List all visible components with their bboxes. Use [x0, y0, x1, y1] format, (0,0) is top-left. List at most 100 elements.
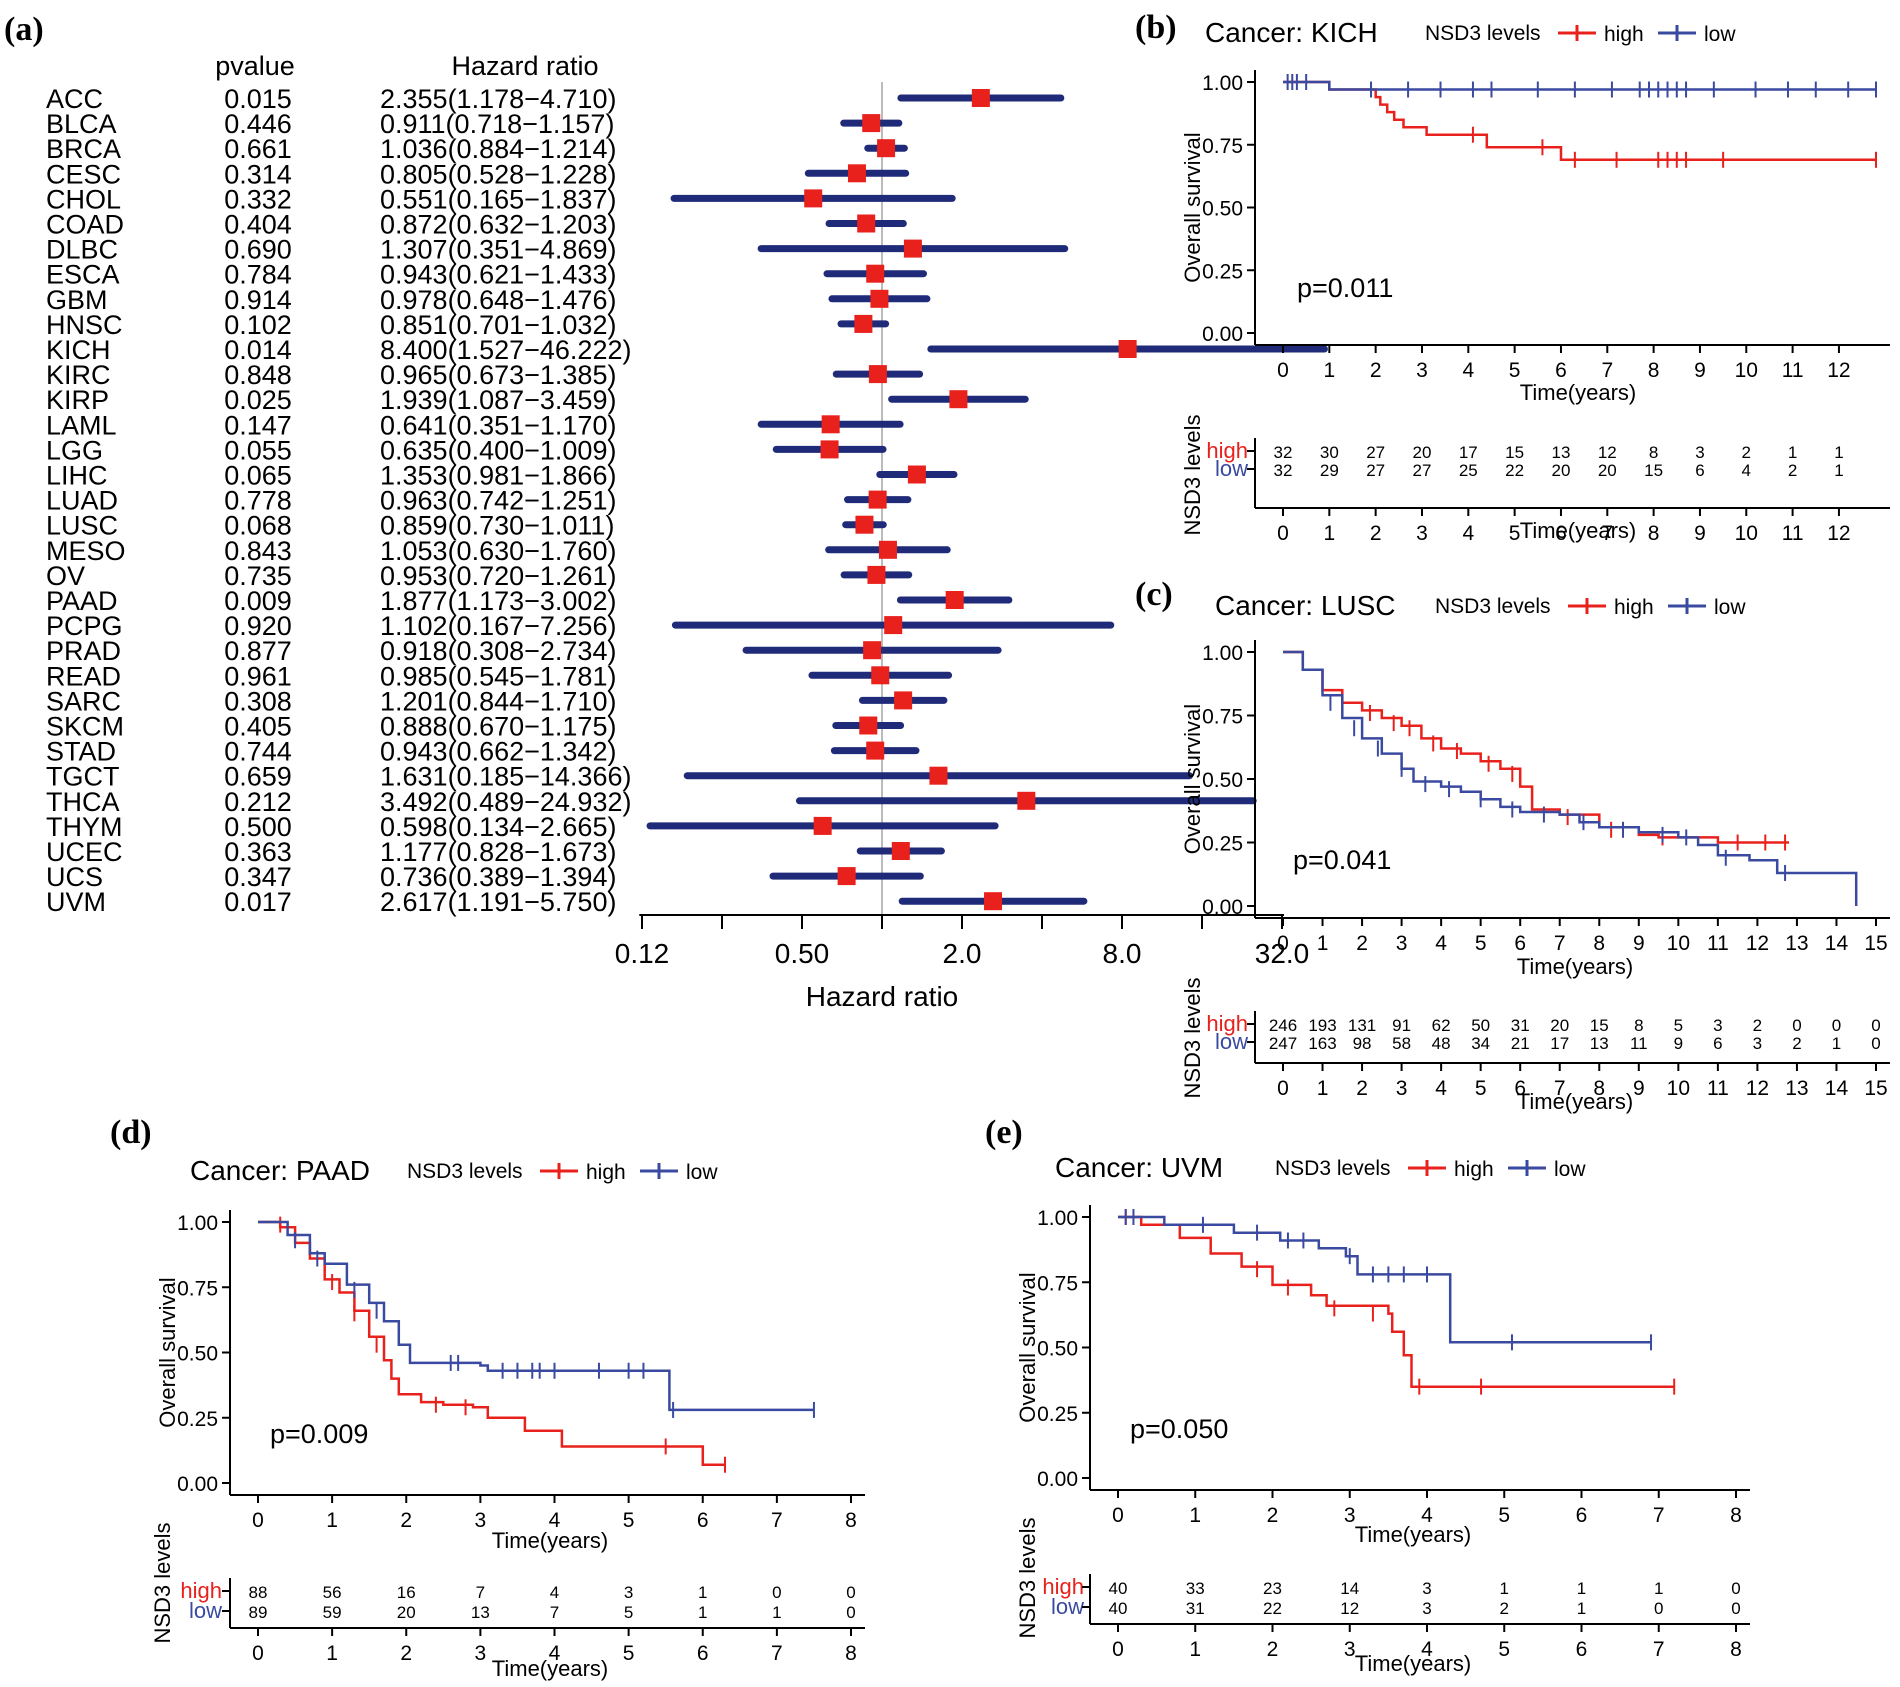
cancer-label: LIHC [46, 461, 108, 491]
x-tick-label: 2 [400, 1509, 412, 1532]
x-tick-label: 7 [771, 1509, 783, 1532]
pvalue-cell: 0.784 [224, 260, 292, 290]
risk-count-low: 6 [1695, 461, 1704, 480]
survival-curve-high [1283, 650, 1789, 844]
risk-count-low: 31 [1186, 1599, 1205, 1618]
risk-count-high: 23 [1263, 1579, 1282, 1598]
x-tick-label: 5 [1498, 1504, 1510, 1527]
panel-label: (c) [1135, 576, 1173, 613]
risk-x-tick-label: 4 [1421, 1638, 1433, 1661]
risk-x-tick-label: 0 [1277, 1077, 1289, 1100]
x-tick-label: 12 [1827, 359, 1850, 382]
cancer-label: KICH [46, 335, 111, 365]
hazard-ratio-cell: 0.985(0.545−1.781) [380, 661, 616, 691]
hazard-ratio-cell: 1.631(0.185−14.366) [380, 762, 631, 792]
hazard-ratio-cell: 8.400(1.527−46.222) [380, 335, 631, 365]
risk-count-low: 17 [1550, 1034, 1569, 1053]
legend: NSD3 levels high low [1435, 595, 1746, 619]
hr-point [868, 365, 887, 384]
risk-x-tick-label: 1 [1317, 1077, 1329, 1100]
risk-count-low: 22 [1505, 461, 1524, 480]
cancer-label: LUAD [46, 486, 118, 516]
risk-count-high: 62 [1432, 1016, 1451, 1035]
pvalue-cell: 0.065 [224, 461, 292, 491]
y-tick-label: 0.75 [1037, 1272, 1078, 1295]
hazard-ratio-cell: 0.641(0.351−1.170) [380, 410, 616, 440]
hr-point [855, 515, 874, 534]
x-tick-label: 8 [1730, 1504, 1742, 1527]
legend-high-label: high [586, 1161, 626, 1184]
y-tick-label: 1.00 [177, 1212, 218, 1235]
axis-tick-label: 8.0 [1103, 938, 1142, 969]
risk-x-tick-label: 3 [1344, 1638, 1356, 1661]
hazard-ratio-cell: 1.353(0.981−1.866) [380, 461, 616, 491]
cancer-label: BRCA [46, 134, 121, 164]
pvalue-cell: 0.735 [224, 561, 292, 591]
y-tick-label: 0.00 [1037, 1468, 1078, 1491]
survival-curve-high [258, 1220, 725, 1466]
cancer-label: UCS [46, 862, 103, 892]
risk-x-tick-label: 5 [1509, 522, 1521, 545]
hazard-ratio-cell: 1.177(0.828−1.673) [380, 837, 616, 867]
risk-count-high: 2 [1753, 1016, 1762, 1035]
risk-x-tick-label: 1 [1323, 522, 1335, 545]
cancer-label: DLBC [46, 235, 118, 265]
hazard-ratio-cell: 0.943(0.621−1.433) [380, 260, 616, 290]
pvalue-cell: 0.308 [224, 686, 292, 716]
risk-count-high: 1 [1654, 1579, 1663, 1598]
risk-count-high: 2 [1742, 443, 1751, 462]
risk-x-tick-label: 3 [1396, 1077, 1408, 1100]
p-value: p=0.011 [1297, 273, 1393, 303]
x-tick-label: 7 [1601, 359, 1613, 382]
risk-count-low: 32 [1274, 461, 1293, 480]
pvalue-cell: 0.848 [224, 360, 292, 390]
x-tick-label: 6 [697, 1509, 709, 1532]
risk-count-high: 56 [323, 1583, 342, 1602]
pvalue-cell: 0.347 [224, 862, 292, 892]
cancer-label: LGG [46, 435, 103, 465]
cancer-label: SARC [46, 686, 121, 716]
risk-x-axis-title: Time(years) [1355, 1651, 1472, 1676]
risk-count-high: 15 [1590, 1016, 1609, 1035]
hr-point [891, 842, 910, 860]
risk-count-high: 20 [1550, 1016, 1569, 1035]
x-tick-label: 7 [1554, 932, 1566, 955]
km-panels: (b) Cancer: KICH NSD3 levels high low0.000.2… [110, 9, 1890, 1681]
risk-count-low: 22 [1263, 1599, 1282, 1618]
pvalue-cell: 0.332 [224, 184, 292, 214]
pvalue-cell: 0.914 [224, 285, 292, 315]
hr-point [863, 641, 882, 660]
risk-count-high: 0 [1731, 1579, 1740, 1598]
risk-low-label: low [1051, 1594, 1084, 1619]
y-tick-label: 0.75 [177, 1277, 218, 1300]
x-tick-label: 9 [1633, 932, 1645, 955]
risk-count-low: 98 [1353, 1034, 1372, 1053]
x-tick-label: 10 [1667, 932, 1690, 955]
hr-point [871, 666, 890, 685]
risk-count-low: 11 [1630, 1034, 1648, 1053]
risk-count-low: 40 [1109, 1599, 1128, 1618]
hazard-ratio-cell: 0.872(0.632−1.203) [380, 210, 616, 240]
hr-point [1118, 340, 1137, 358]
cancer-label: THCA [46, 787, 120, 817]
hr-point [868, 490, 887, 509]
risk-x-tick-label: 8 [1593, 1077, 1605, 1100]
pvalue-cell: 0.920 [224, 611, 292, 641]
cancer-label: ACC [46, 84, 103, 114]
hazard-ratio-cell: 1.053(0.630−1.760) [380, 536, 616, 566]
panel-label-a: (a) [4, 11, 44, 48]
hr-point [929, 766, 948, 785]
risk-count-high: 14 [1340, 1579, 1359, 1598]
x-tick-label: 8 [1593, 932, 1605, 955]
x-tick-label: 0 [1277, 932, 1289, 955]
y-tick-label: 0.25 [1037, 1403, 1078, 1426]
risk-x-tick-label: 5 [1475, 1077, 1487, 1100]
risk-count-high: 0 [772, 1583, 781, 1602]
x-axis-title: Time(years) [1520, 380, 1637, 405]
x-tick-label: 3 [1416, 359, 1428, 382]
hr-point [884, 616, 903, 635]
pvalue-cell: 0.314 [224, 159, 292, 189]
pvalue-cell: 0.055 [224, 435, 292, 465]
cancer-label: GBM [46, 285, 108, 315]
